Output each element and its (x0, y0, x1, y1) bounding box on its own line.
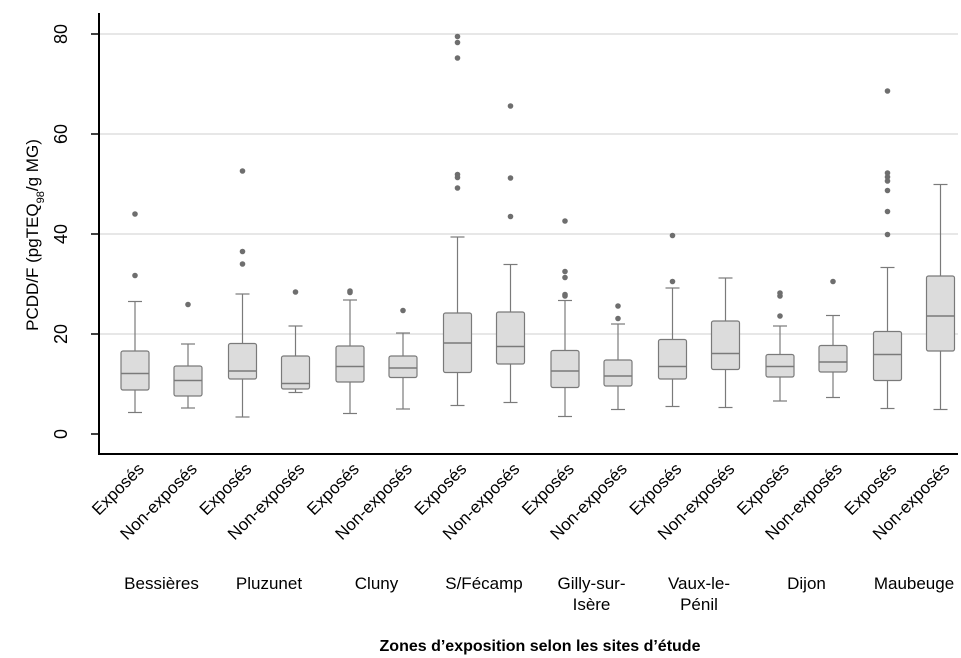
outlier-point (239, 248, 246, 255)
site-label: Dijon (787, 574, 826, 593)
site-label: Maubeuge (874, 574, 954, 593)
box-plot-item (388, 307, 418, 410)
iqr-box (603, 359, 633, 387)
box-plot-item (550, 218, 580, 418)
outlier-point (884, 88, 891, 94)
y-axis-title-suffix: /g MG) (23, 139, 42, 191)
site-label: Pluzunet (236, 574, 302, 593)
box-plot-item (657, 232, 688, 408)
outlier-point (562, 268, 568, 275)
iqr-box (227, 342, 258, 380)
iqr-box (765, 353, 795, 378)
outlier-point (454, 185, 461, 191)
y-tick-label: 80 (51, 24, 71, 44)
site-label: Bessières (124, 574, 199, 593)
iqr-box (925, 275, 956, 352)
y-tick-label: 40 (51, 224, 71, 244)
site-label: Cluny (355, 574, 399, 593)
box-plot-item (603, 303, 633, 411)
y-tick-label: 60 (51, 124, 71, 144)
outlier-point (454, 39, 461, 46)
box-plot-item (335, 288, 365, 415)
outlier-point (884, 208, 891, 215)
site-label: Pénil (680, 595, 718, 614)
box-plot-item (495, 103, 526, 404)
outlier-point (777, 313, 783, 319)
outlier-point (507, 103, 514, 109)
iqr-box (495, 311, 526, 365)
box-plot-item (710, 277, 741, 409)
iqr-box (335, 345, 365, 383)
outlier-point (562, 274, 568, 281)
iqr-box (280, 355, 311, 390)
outlier-point (132, 211, 138, 217)
site-label: Vaux-le- (668, 574, 730, 593)
box-plot-item (173, 301, 203, 409)
box-plot-item (120, 211, 150, 414)
box-plot-item (818, 278, 848, 399)
outlier-point (454, 171, 461, 178)
iqr-box (120, 350, 150, 391)
gridlines (100, 33, 958, 335)
iqr-box (388, 355, 418, 379)
y-axis-ticks: 0 20 40 60 80 (51, 24, 99, 439)
outlier-point (507, 213, 514, 220)
iqr-box (550, 349, 580, 389)
outlier-point (884, 170, 891, 176)
outlier-point (132, 272, 138, 279)
iqr-box (818, 344, 848, 373)
x-axis-category-labels: ExposésNon-exposésExposésNon-exposésExpo… (88, 459, 953, 543)
plot-area (120, 33, 956, 418)
box-plot-item (765, 290, 795, 402)
outlier-point (292, 289, 299, 295)
y-tick-label: 0 (51, 429, 71, 439)
outlier-point (562, 291, 568, 298)
site-label: Isère (573, 595, 611, 614)
outlier-point (562, 218, 568, 224)
outlier-point (507, 175, 514, 181)
outlier-point (454, 33, 461, 40)
outlier-point (615, 303, 621, 309)
box-plot-item (925, 183, 956, 411)
site-label: S/Fécamp (445, 574, 522, 593)
iqr-box (710, 320, 741, 371)
site-labels: Bessières Pluzunet Cluny S/Fécamp Gilly-sur-… (124, 574, 954, 614)
box-plot-item (872, 88, 903, 410)
iqr-box (872, 330, 903, 382)
outlier-point (669, 232, 676, 239)
y-axis-title-subscript: 98 (35, 191, 47, 203)
outlier-point (347, 288, 353, 294)
outlier-point (400, 307, 406, 314)
outlier-point (454, 55, 461, 61)
outlier-point (615, 315, 621, 322)
y-tick-label: 20 (51, 324, 71, 344)
y-axis-title: PCDD/F (pgTEQ98/g MG) (23, 139, 47, 331)
y-axis-title-prefix: PCDD/F (pgTEQ (23, 203, 42, 331)
box-plot-item (442, 33, 473, 407)
outlier-point (884, 174, 891, 180)
outlier-point (777, 290, 783, 296)
outlier-point (239, 168, 246, 174)
outlier-point (185, 301, 191, 308)
site-label: Gilly-sur- (558, 574, 626, 593)
box-plot-item (227, 168, 258, 418)
x-axis-title: Zones d’exposition selon les sites d’étu… (380, 638, 701, 655)
outlier-point (884, 231, 891, 238)
iqr-box (657, 338, 688, 380)
outlier-point (830, 278, 836, 285)
box-plot-item (280, 289, 311, 394)
outlier-point (884, 187, 891, 194)
outlier-point (669, 278, 676, 285)
outlier-point (884, 178, 891, 184)
outlier-point (239, 261, 246, 267)
